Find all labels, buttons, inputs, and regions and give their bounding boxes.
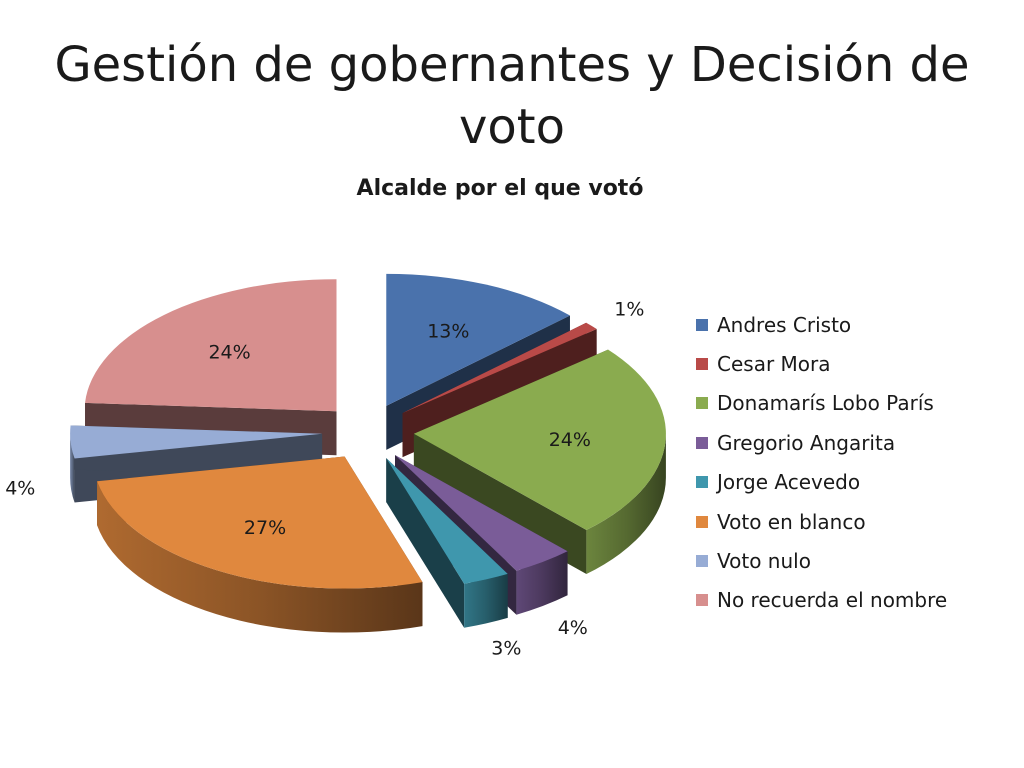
legend-item: Donamarís Lobo París [696, 384, 947, 423]
legend-swatch [696, 397, 708, 410]
slide-title: Gestión de gobernantes y Decisión de vot… [54, 37, 970, 155]
legend-item: Voto en blanco [696, 502, 947, 541]
slice-label: 13% [427, 321, 469, 343]
legend-item: No recuerda el nombre [696, 581, 947, 620]
pie-slice-top [386, 273, 570, 406]
slice-label: 3% [491, 638, 521, 660]
slice-label: 4% [558, 617, 588, 639]
pie-slice-top [70, 425, 323, 459]
legend-label: Jorge Acevedo [717, 470, 861, 495]
legend-label: Voto nulo [717, 549, 811, 574]
pie-slice-top [97, 456, 423, 589]
pie-slice-side [97, 481, 423, 633]
pie-slice-top [85, 279, 337, 412]
legend-label: Donamarís Lobo París [717, 391, 934, 416]
slice-label: 4% [5, 478, 35, 500]
slice-label: 27% [244, 517, 286, 539]
legend-swatch [696, 555, 708, 568]
legend-swatch [696, 318, 708, 331]
legend-item: Andres Cristo [696, 305, 947, 344]
slice-label: 1% [614, 298, 644, 320]
chart-legend: Andres Cristo Cesar Mora Donamarís Lobo … [696, 305, 947, 620]
legend-swatch [696, 594, 708, 607]
legend-swatch [696, 476, 708, 489]
legend-item: Voto nulo [696, 541, 947, 580]
pie-slice [386, 458, 508, 628]
pie-slice-side [70, 433, 75, 503]
pie-slice-side [586, 433, 666, 575]
pie-slice-side [516, 551, 568, 615]
legend-item: Gregorio Angarita [696, 423, 947, 462]
pie-slice-top [413, 349, 666, 531]
legend-item: Jorge Acevedo [696, 463, 947, 502]
pie-slice-top [386, 458, 508, 584]
legend-label: Cesar Mora [717, 352, 831, 377]
slice-label: 24% [549, 429, 591, 451]
legend-label: No recuerda el nombre [717, 588, 948, 613]
legend-item: Cesar Mora [696, 344, 947, 383]
chart-title: Alcalde por el que votó [356, 176, 644, 201]
pie-slice-wall [386, 458, 465, 628]
pie-slice-side [464, 573, 508, 628]
legend-swatch [696, 358, 708, 371]
pie-slice-top [395, 455, 568, 571]
pie-slice [97, 456, 423, 633]
legend-label: Voto en blanco [717, 509, 866, 534]
slice-label: 24% [208, 342, 250, 364]
legend-label: Gregorio Angarita [717, 430, 896, 455]
legend-swatch [696, 515, 708, 528]
legend-swatch [696, 436, 708, 449]
legend-label: Andres Cristo [717, 312, 852, 337]
pie-slice-top [402, 322, 597, 414]
